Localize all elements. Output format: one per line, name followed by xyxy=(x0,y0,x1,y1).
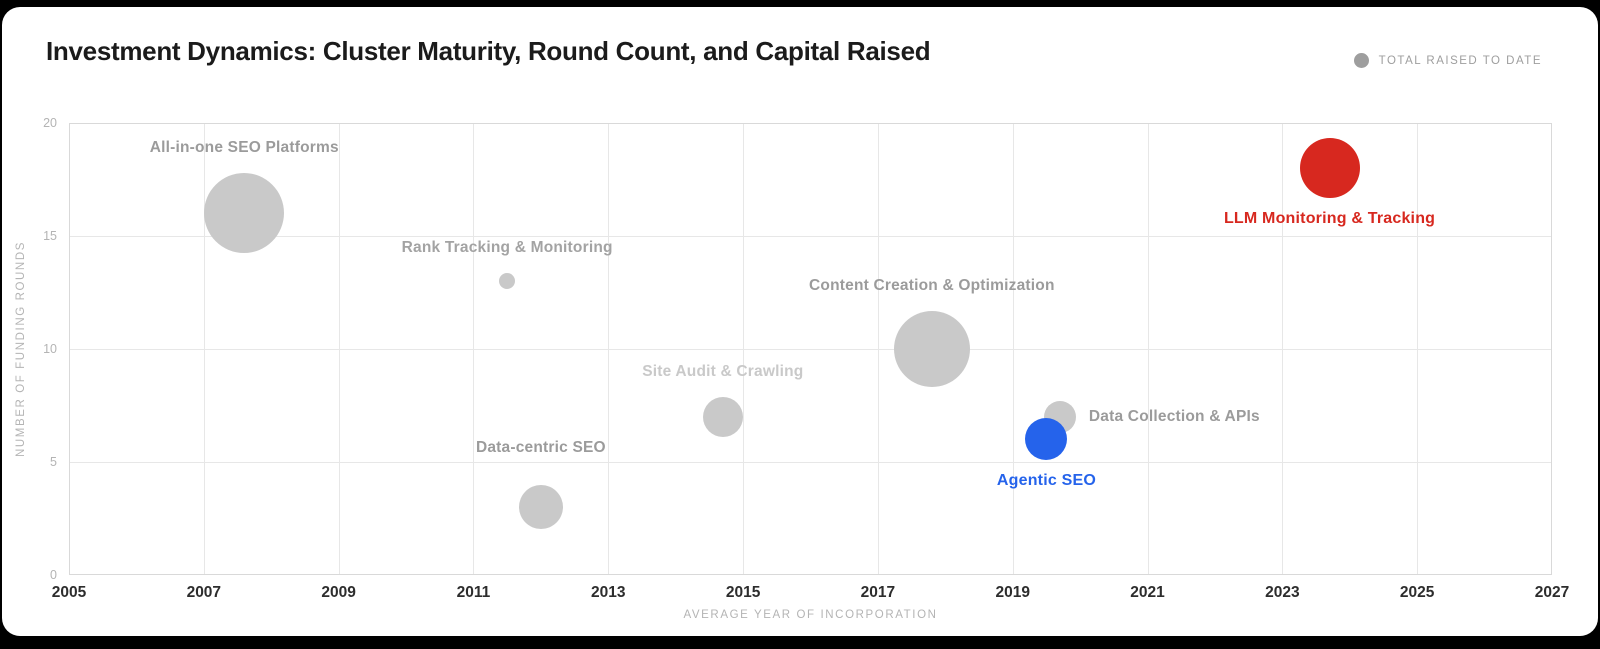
y-tick-20: 20 xyxy=(43,116,57,130)
legend-label: TOTAL RAISED TO DATE xyxy=(1378,54,1542,67)
gridline-y-5 xyxy=(69,462,1552,463)
legend-bubble-icon xyxy=(1353,53,1369,68)
x-tick-2011: 2011 xyxy=(456,584,491,601)
x-axis-title: AVERAGE YEAR OF INCORPORATION xyxy=(683,609,938,621)
gridline-y-10 xyxy=(69,349,1552,350)
bubble-data-centric-seo xyxy=(518,485,563,530)
bubble-label-agentic-seo: Agentic SEO xyxy=(996,472,1096,490)
bubble-label-rank-tracking-and-monitoring: Rank Tracking & Monitoring xyxy=(401,239,613,257)
x-tick-2007: 2007 xyxy=(186,584,222,601)
bubble-label-site-audit-and-crawling: Site Audit & Crawling xyxy=(642,362,804,380)
bubble-label-data-collection-and-apis: Data Collection & APIs xyxy=(1088,407,1260,425)
y-tick-5: 5 xyxy=(50,455,57,469)
bubble-agentic-seo xyxy=(1025,418,1068,461)
bubble-label-all-in-one-seo-platforms: All-in-one SEO Platforms xyxy=(149,139,339,157)
y-tick-15: 15 xyxy=(43,229,57,243)
x-tick-2019: 2019 xyxy=(995,584,1030,601)
y-axis-title: NUMBER OF FUNDING ROUNDS xyxy=(15,240,27,458)
x-tick-2015: 2015 xyxy=(725,584,761,601)
bubble-site-audit-and-crawling xyxy=(702,396,743,437)
y-tick-10: 10 xyxy=(43,342,57,356)
bubble-label-llm-monitoring-and-tracking: LLM Monitoring & Tracking xyxy=(1223,210,1436,228)
plot-area-border xyxy=(69,123,1552,575)
bubble-label-content-creation-and-optimization: Content Creation & Optimization xyxy=(809,277,1055,294)
x-tick-2027: 2027 xyxy=(1534,584,1570,601)
gridline-y-15 xyxy=(69,236,1552,237)
page-title: Investment Dynamics: Cluster Maturity, R… xyxy=(46,36,931,66)
bubble-content-creation-and-optimization xyxy=(893,311,970,387)
x-tick-2013: 2013 xyxy=(591,584,626,601)
x-tick-2017: 2017 xyxy=(860,584,896,601)
bubble-label-data-centric-seo: Data-centric SEO xyxy=(475,439,606,457)
bubble-llm-monitoring-and-tracking xyxy=(1299,138,1360,199)
chart-card: Investment Dynamics: Cluster Maturity, R… xyxy=(2,7,1598,636)
size-legend: TOTAL RAISED TO DATE xyxy=(1353,53,1542,68)
bubble-all-in-one-seo-platforms xyxy=(204,173,285,254)
x-tick-2005: 2005 xyxy=(51,584,87,601)
y-tick-0: 0 xyxy=(50,568,57,582)
x-tick-2009: 2009 xyxy=(321,584,356,601)
x-tick-2021: 2021 xyxy=(1130,584,1165,601)
x-tick-2023: 2023 xyxy=(1265,584,1300,601)
bubble-rank-tracking-and-monitoring xyxy=(499,273,516,290)
x-tick-2025: 2025 xyxy=(1399,584,1435,601)
